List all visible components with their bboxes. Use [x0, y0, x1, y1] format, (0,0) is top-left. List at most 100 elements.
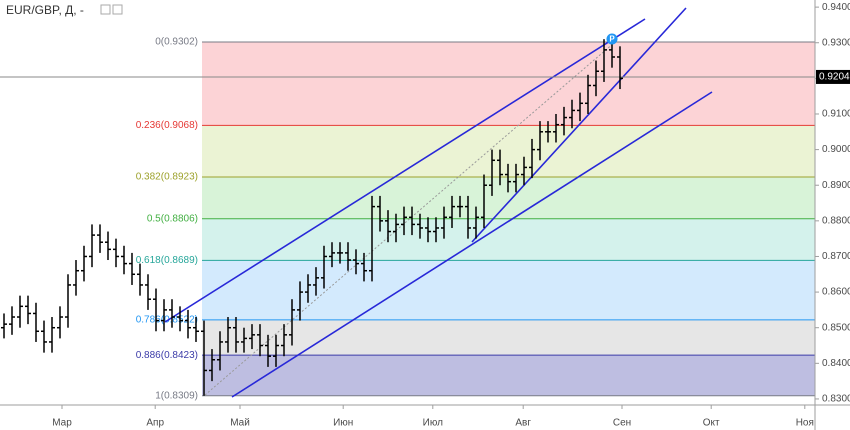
ohlc-bar: [577, 92, 583, 122]
y-tick-label: 0.8800: [822, 215, 850, 226]
x-tick-label: Апр: [146, 418, 164, 429]
ohlc-bar: [585, 74, 591, 114]
fib-band: [202, 42, 815, 126]
ohlc-bar: [241, 327, 247, 353]
ohlc-bar: [1, 313, 7, 339]
ohlc-bar: [17, 295, 23, 328]
ohlc-bar: [153, 288, 159, 332]
ohlc-bar: [233, 317, 239, 353]
ohlc-bar: [385, 210, 391, 243]
x-tick-label: Авг: [515, 418, 531, 429]
ohlc-bar: [129, 252, 135, 285]
ohlc-bar: [489, 149, 495, 196]
y-tick-label: 0.8400: [822, 358, 850, 369]
x-tick-label: Мар: [52, 418, 72, 429]
chart-title: EUR/GBP, Д, -: [6, 3, 84, 17]
ohlc-bar: [33, 302, 39, 342]
ohlc-bar: [425, 217, 431, 243]
y-tick-label: 0.9100: [822, 109, 850, 120]
marker-label: P: [609, 35, 615, 44]
ohlc-bar: [361, 252, 367, 282]
ohlc-bar: [185, 309, 191, 339]
fib-band: [202, 319, 815, 356]
x-tick-label: Окт: [703, 418, 720, 429]
ohlc-bar: [9, 306, 15, 335]
ohlc-bar: [161, 299, 167, 332]
ohlc-bar: [417, 213, 423, 239]
ohlc-bar: [177, 306, 183, 332]
axes: 0.8300 0.8400 0.8500 0.8600 0.8700 0.8800 0.89…: [52, 2, 850, 429]
y-tick-label: 0.9000: [822, 144, 850, 155]
ohlc-bar: [289, 299, 295, 346]
ohlc-bar: [369, 195, 375, 282]
ohlc-bar: [169, 299, 175, 328]
ohlc-bar: [217, 331, 223, 371]
ohlc-bar: [473, 206, 479, 239]
fib-label: 0.886(0.8423): [136, 350, 198, 361]
ohlc-bar: [513, 163, 519, 193]
fib-label: 0.618(0.8689): [136, 255, 198, 266]
ohlc-bar: [41, 320, 47, 353]
ohlc-bar: [617, 46, 623, 90]
ohlc-bar: [537, 121, 543, 161]
y-tick-label: 0.8700: [822, 251, 850, 262]
ohlc-bar: [81, 245, 87, 282]
icon[interactable]: [100, 4, 111, 15]
ohlc-bar: [561, 106, 567, 136]
ohlc-bar: [609, 42, 615, 68]
fib-band: [202, 260, 815, 320]
fib-label: 0.382(0.8923): [136, 172, 198, 183]
icon[interactable]: [112, 4, 123, 15]
ohlc-bar: [297, 281, 303, 321]
ohlc-bar: [73, 260, 79, 296]
x-tick-label: Июл: [423, 418, 443, 429]
ohlc-bar: [265, 334, 271, 367]
last-price-label: 0.9204: [819, 72, 850, 83]
ohlc-bar: [569, 99, 575, 129]
ohlc-bar: [57, 306, 63, 339]
ohlc-bar: [113, 238, 119, 268]
ohlc-bar: [505, 163, 511, 193]
ohlc-bar: [409, 206, 415, 236]
ohlc-bar: [305, 274, 311, 303]
ohlc-bar: [137, 263, 143, 296]
fib-label: 0.5(0.8806): [147, 213, 198, 224]
ohlc-bar: [49, 317, 55, 353]
ohlc-bar: [353, 249, 359, 275]
ohlc-bar: [209, 349, 215, 382]
ohlc-bar: [313, 267, 319, 296]
ohlc-bar: [65, 274, 71, 328]
ohlc-bar: [257, 324, 263, 357]
ohlc-bar: [249, 324, 255, 350]
y-tick-label: 0.9400: [822, 2, 850, 13]
ohlc-bar: [345, 242, 351, 271]
ohlc-bar: [121, 245, 127, 275]
trend-line: [164, 18, 646, 323]
y-tick-label: 0.8600: [822, 287, 850, 298]
fib-label: 1(0.8309): [155, 390, 198, 401]
bars: P: [0, 33, 815, 396]
fib-band: [202, 218, 815, 261]
ohlc-bar: [441, 206, 447, 239]
ohlc-bar: [553, 113, 559, 143]
fib-layer: 0(0.9302) 0.236(0.9068) 0.382(0.8923) 0.5(0…: [136, 37, 815, 401]
ohlc-bar: [465, 195, 471, 239]
ohlc-bar: [201, 320, 207, 396]
ohlc-bar: [433, 217, 439, 243]
trend-line: [231, 91, 713, 398]
x-tick-label: Сен: [613, 418, 631, 429]
ohlc-bar: [281, 324, 287, 357]
marker: [606, 33, 618, 45]
x-tick-label: Июн: [333, 418, 353, 429]
ohlc-bar: [25, 295, 31, 325]
y-tick-label: 0.8900: [822, 180, 850, 191]
x-tick-label: Ноя: [796, 418, 814, 429]
ohlc-bar: [329, 242, 335, 268]
y-tick-label: 0.8300: [822, 394, 850, 405]
ohlc-bar: [601, 39, 607, 82]
fib-label: 0.236(0.9068): [136, 120, 198, 131]
x-tick-label: Май: [230, 418, 250, 429]
ohlc-bar: [393, 213, 399, 243]
y-tick-label: 0.8500: [822, 322, 850, 333]
